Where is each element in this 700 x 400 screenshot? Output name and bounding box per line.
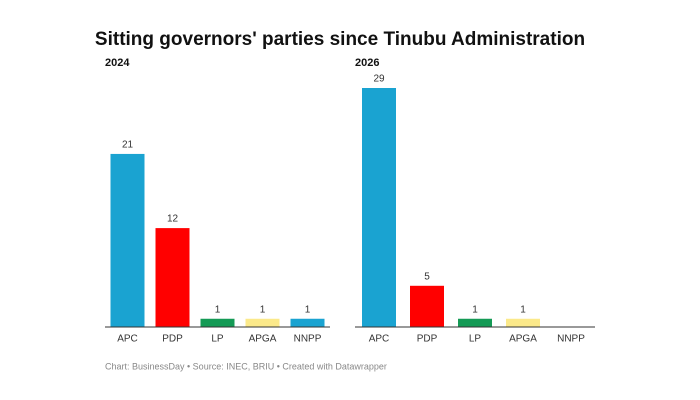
value-label: 1 <box>305 304 311 315</box>
x-tick-label: APC <box>117 334 138 345</box>
value-label: 1 <box>520 304 526 315</box>
x-tick-label: NNPP <box>557 334 585 345</box>
bar <box>155 228 190 327</box>
x-tick-label: APGA <box>509 334 537 345</box>
bar <box>110 153 145 327</box>
x-tick-label: APC <box>369 334 390 345</box>
value-label: 1 <box>260 304 266 315</box>
x-tick-label: PDP <box>162 334 183 345</box>
x-tick-label: PDP <box>417 334 438 345</box>
x-tick-label: APGA <box>249 334 277 345</box>
chart-subtitle: 2026 <box>355 57 379 69</box>
x-tick-label: NNPP <box>294 334 322 345</box>
chart-title: Sitting governors' parties since Tinubu … <box>95 29 585 50</box>
bar <box>245 318 280 327</box>
bar <box>458 318 492 327</box>
x-tick-label: LP <box>211 334 224 345</box>
footer: Chart: BusinessDay • Source: INEC, BRIU … <box>105 361 387 371</box>
value-label: 1 <box>472 304 478 315</box>
bar <box>290 318 325 327</box>
bar <box>506 318 540 327</box>
value-label: 29 <box>373 74 385 85</box>
value-label: 21 <box>122 140 134 151</box>
bar <box>362 88 396 327</box>
bar <box>410 285 444 327</box>
chart-subtitle: 2024 <box>105 57 130 69</box>
value-label: 1 <box>215 304 221 315</box>
bar <box>200 318 235 327</box>
value-label: 5 <box>424 271 430 282</box>
value-label: 12 <box>167 214 179 225</box>
x-tick-label: LP <box>469 334 482 345</box>
